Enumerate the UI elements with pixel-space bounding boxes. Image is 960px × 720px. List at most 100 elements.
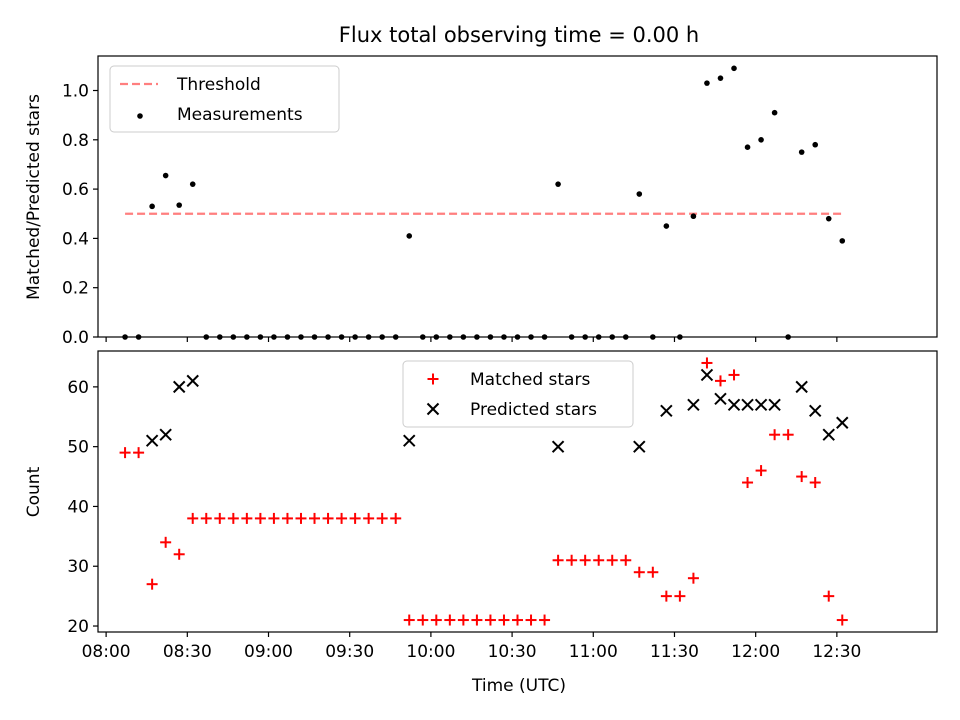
bottom-panel-frame bbox=[97, 350, 938, 633]
matched-stars-point bbox=[430, 614, 442, 626]
matched-stars-point bbox=[769, 429, 781, 441]
matched-stars-point bbox=[525, 614, 537, 626]
legend-box bbox=[109, 65, 340, 133]
matched-stars-point bbox=[512, 614, 523, 626]
matched-stars-point bbox=[268, 512, 280, 524]
measurement-point bbox=[406, 233, 413, 239]
measurement-point bbox=[636, 191, 643, 197]
legend-matched-swatch bbox=[427, 373, 439, 385]
matched-stars-point bbox=[322, 512, 334, 524]
matched-stars-point bbox=[728, 369, 740, 381]
measurement-point bbox=[663, 223, 670, 229]
matched-stars-point bbox=[403, 614, 415, 626]
y-tick-label: 0.0 bbox=[62, 328, 89, 348]
matched-stars-point bbox=[160, 536, 172, 548]
chart-title: Flux total observing time = 0.00 h bbox=[339, 23, 699, 47]
matched-stars-point bbox=[809, 477, 821, 489]
measurement-point bbox=[555, 181, 561, 187]
matched-stars-point bbox=[755, 465, 767, 477]
measurement-point bbox=[825, 215, 832, 222]
predicted-stars-point bbox=[145, 434, 159, 447]
matched-stars-point bbox=[552, 554, 564, 566]
matched-stars-point bbox=[133, 447, 145, 459]
measurement-point bbox=[758, 137, 764, 143]
matched-stars-point bbox=[200, 512, 212, 524]
x-tick-label: 09:00 bbox=[244, 642, 293, 662]
predicted-stars-point bbox=[159, 428, 172, 441]
matched-stars-point bbox=[214, 512, 226, 524]
legend-label: Matched stars bbox=[470, 370, 590, 390]
matched-stars-point bbox=[187, 512, 199, 524]
matched-stars-point bbox=[254, 512, 266, 524]
matched-stars-point bbox=[823, 590, 835, 602]
predicted-stars-point bbox=[836, 416, 849, 429]
legend-label: Predicted stars bbox=[470, 400, 597, 420]
measurement-point bbox=[162, 172, 169, 179]
matched-stars-point bbox=[836, 614, 848, 626]
y-tick-label: 1.0 bbox=[62, 82, 89, 102]
predicted-stars-point bbox=[633, 440, 646, 453]
measurement-point bbox=[717, 75, 724, 81]
matched-stars-point bbox=[647, 566, 659, 578]
matched-stars-point bbox=[660, 590, 672, 602]
predicted-stars-point bbox=[822, 428, 835, 441]
matched-stars-point bbox=[173, 548, 185, 560]
matched-stars-point bbox=[295, 512, 307, 524]
y-tick-label: 0.6 bbox=[62, 180, 89, 200]
y-tick-label: 0.2 bbox=[62, 279, 89, 299]
predicted-stars-point bbox=[186, 374, 199, 388]
x-tick-label: 12:00 bbox=[731, 642, 780, 662]
predicted-stars-point bbox=[809, 404, 822, 417]
measurement-point bbox=[704, 80, 710, 86]
bottom-panel-ylabel: Count bbox=[24, 466, 44, 517]
predicted-stars-point bbox=[768, 398, 781, 412]
matched-stars-point bbox=[363, 512, 375, 524]
measurement-point bbox=[176, 202, 182, 208]
matched-stars-point bbox=[782, 429, 794, 441]
matched-stars-point bbox=[390, 512, 402, 524]
matched-stars-point bbox=[336, 512, 348, 524]
bottom-panel-legend: Matched stars Predicted stars bbox=[402, 360, 634, 428]
matched-stars-point bbox=[146, 578, 158, 590]
legend-label: Measurements bbox=[177, 105, 303, 125]
x-tick-label: 10:00 bbox=[406, 642, 455, 662]
y-tick-label: 0.8 bbox=[62, 131, 89, 151]
x-tick-label: 08:30 bbox=[163, 642, 212, 662]
predicted-stars-point bbox=[795, 380, 808, 394]
matched-stars-point bbox=[606, 554, 618, 566]
matched-stars-point bbox=[417, 614, 429, 626]
matched-stars-point bbox=[498, 614, 510, 626]
predicted-stars-point bbox=[700, 368, 714, 382]
matched-stars-point bbox=[566, 554, 578, 566]
matched-stars-point bbox=[227, 512, 239, 524]
y-tick-label: 20 bbox=[67, 617, 89, 637]
matched-stars-point bbox=[444, 614, 456, 626]
x-axis-label: Time (UTC) bbox=[471, 676, 566, 696]
x-tick-label: 10:30 bbox=[488, 642, 537, 662]
matched-stars-point bbox=[376, 512, 388, 524]
measurement-point bbox=[189, 181, 196, 187]
matched-stars-point bbox=[484, 614, 496, 626]
predicted-stars-point bbox=[741, 398, 754, 412]
measurement-point bbox=[731, 65, 737, 72]
top-panel-ylabel: Matched/Predicted stars bbox=[24, 94, 44, 300]
measurement-point bbox=[744, 144, 751, 151]
y-tick-label: 50 bbox=[67, 438, 89, 458]
predicted-stars-point bbox=[727, 398, 741, 412]
matched-stars-point bbox=[579, 554, 591, 566]
measurement-point bbox=[771, 109, 778, 116]
bottom-panel: 20 30 40 50 60 08:00 08:30 09:00 09:30 10:00 10:3… bbox=[24, 350, 938, 662]
x-tick-label: 09:30 bbox=[325, 642, 374, 662]
y-tick-label: 0.4 bbox=[62, 229, 89, 249]
predicted-stars-point bbox=[714, 392, 727, 406]
legend-measurement-swatch bbox=[137, 113, 143, 119]
x-tick-label: 11:00 bbox=[569, 642, 618, 662]
matched-stars-point bbox=[593, 554, 605, 566]
matched-stars-point bbox=[119, 447, 131, 459]
matched-stars-point bbox=[457, 614, 469, 626]
predicted-stars-point bbox=[754, 398, 768, 412]
legend-label: Threshold bbox=[176, 75, 261, 95]
matched-stars-point bbox=[241, 512, 253, 524]
legend-box bbox=[402, 360, 634, 428]
